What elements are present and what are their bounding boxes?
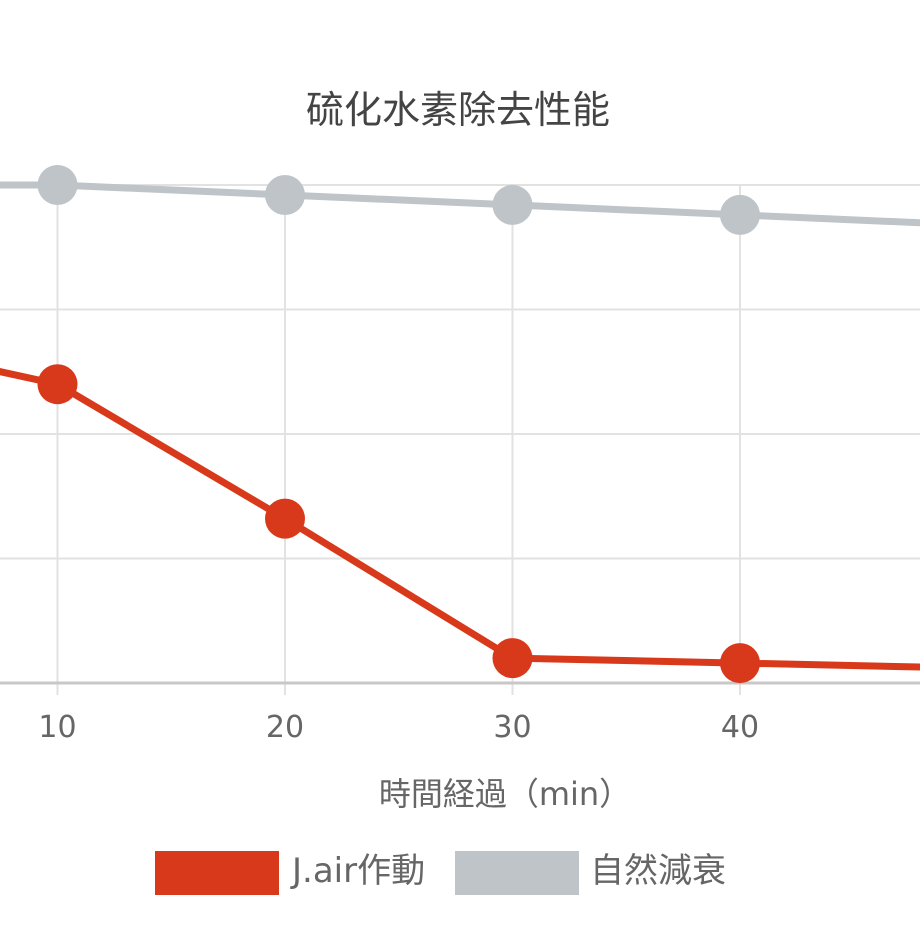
series-line-1	[0, 181, 920, 227]
data-point	[37, 364, 78, 405]
x-axis-title: 時間経過（min）	[379, 775, 631, 813]
legend-swatch	[455, 851, 579, 895]
chart-title: 硫化水素除去性能	[306, 88, 610, 132]
data-point	[492, 184, 533, 225]
legend-item[interactable]: 自然減衰	[455, 851, 726, 895]
grid	[0, 184, 920, 695]
x-tick-label: 30	[493, 710, 531, 745]
series-line-0	[0, 368, 920, 671]
x-tick-label: 20	[266, 710, 304, 745]
data-point	[265, 498, 305, 539]
series-layer	[0, 165, 920, 684]
x-tick-label: 40	[721, 710, 759, 745]
legend-swatch	[155, 851, 279, 895]
x-tick-labels: 10 20 30 40	[38, 710, 759, 745]
data-point	[265, 174, 305, 215]
legend[interactable]: J.air作動 自然減衰	[155, 851, 726, 895]
legend-label: J.air作動	[290, 851, 425, 891]
data-point	[720, 643, 760, 684]
data-point	[492, 638, 533, 679]
legend-item[interactable]: J.air作動	[155, 851, 425, 895]
data-point	[720, 194, 760, 235]
legend-label: 自然減衰	[590, 851, 726, 891]
series-1	[0, 165, 920, 235]
data-point	[37, 165, 78, 205]
series-0	[0, 364, 920, 684]
x-tick-label: 10	[38, 710, 76, 745]
